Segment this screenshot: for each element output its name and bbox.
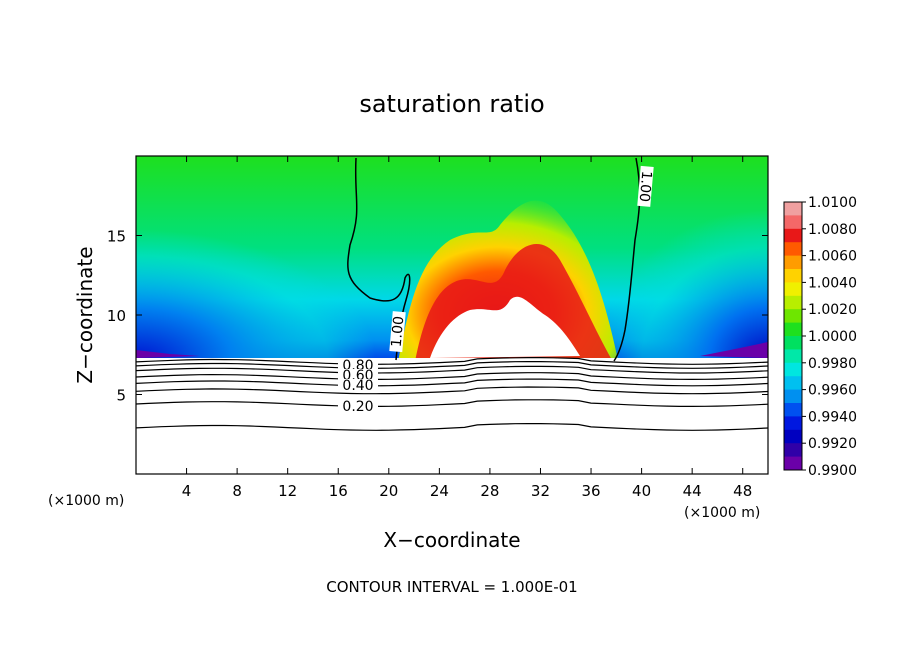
y-tick-label: 10	[107, 307, 126, 325]
colorbar-label: 0.9940	[808, 409, 857, 425]
colorbar-swatch	[784, 202, 802, 216]
contour-line	[136, 361, 768, 369]
x-tick-label: 40	[632, 482, 651, 500]
contour-line	[136, 378, 768, 387]
contour-label: 1.00	[636, 170, 655, 202]
contour-label-bg	[389, 311, 406, 353]
x-tick-label: 28	[480, 482, 499, 500]
x-axis-label: X−coordinate	[383, 528, 520, 552]
colorbar-label: 0.9920	[808, 436, 857, 452]
colorbar-swatch	[784, 242, 802, 257]
contour-label-group: 0.40	[338, 378, 378, 394]
colorbar-label: 1.0060	[808, 249, 857, 265]
contour-label-bg	[338, 400, 378, 413]
colorbar-swatch	[784, 416, 802, 431]
y-tick-label: 5	[116, 387, 126, 405]
contour-line	[136, 372, 768, 381]
colorbar-label: 0.9980	[808, 356, 857, 372]
cloud-region	[430, 296, 580, 358]
chart-title: saturation ratio	[359, 90, 544, 118]
colorbar-swatch	[784, 322, 802, 337]
x-unit-left: (×1000 m)	[48, 493, 124, 509]
colorbar-swatch	[784, 215, 802, 230]
contour-line	[136, 423, 768, 431]
x-tick-label: 4	[182, 482, 192, 500]
x-tick-label: 44	[683, 482, 702, 500]
contour-line	[136, 357, 768, 365]
colorbar-swatch	[784, 456, 802, 471]
colorbar-label: 1.0100	[808, 195, 857, 211]
colorbar-swatch	[784, 336, 802, 350]
x-tick-label: 32	[531, 482, 550, 500]
colorbar-swatch	[784, 376, 802, 391]
contour-line	[136, 399, 768, 407]
contour-line	[136, 365, 768, 374]
colorbar-label: 1.0020	[808, 302, 857, 318]
surface-purple-fringe-right	[700, 342, 768, 358]
colorbar: 1.0100 1.0080 1.0060 1.0040 1.0020 1.0000 0.99…	[783, 195, 857, 479]
colorbar-swatch	[784, 295, 802, 310]
colorbar-label: 1.0000	[808, 329, 857, 345]
subsaturated-lower-layer	[136, 358, 768, 474]
x-tick-label: 16	[329, 482, 348, 500]
colorbar-swatch	[784, 429, 802, 444]
contour-label-bg	[338, 379, 378, 392]
y-tick-label: 15	[107, 228, 126, 246]
colorbar-swatch	[784, 443, 802, 458]
contour-label-bg	[637, 165, 654, 207]
x-tick-label: 24	[430, 482, 449, 500]
x-tick-label: 48	[733, 482, 752, 500]
contour-label-group: 0.20	[338, 399, 378, 415]
colorbar-swatch	[784, 255, 802, 270]
colorbar-label: 1.0040	[808, 275, 857, 291]
contour-label-bg	[338, 369, 378, 382]
colorbar-swatch	[784, 349, 802, 364]
plot-area	[136, 156, 768, 474]
colorbar-swatch	[784, 403, 802, 417]
contour-label-group: 1.00	[389, 311, 408, 353]
contour-labels: 1.001.000.800.600.400.20	[338, 165, 655, 415]
x-unit-right: (×1000 m)	[684, 505, 760, 521]
x-tick-label: 8	[232, 482, 242, 500]
x-axis-ticks: 4 8 12 16 20 24 28 32 36 40 44 48	[182, 156, 752, 500]
colorbar-swatch	[784, 362, 802, 377]
contour-line	[136, 386, 768, 395]
x-tick-label: 12	[278, 482, 297, 500]
colorbar-label: 1.0080	[808, 222, 857, 238]
contour-1-00-left	[347, 157, 411, 361]
left-dry-region	[136, 230, 376, 361]
y-axis-ticks: 5 10 15	[107, 228, 768, 405]
lower-contours	[136, 357, 768, 431]
contour-interval-note: CONTOUR INTERVAL = 1.000E-01	[326, 578, 577, 596]
x-tick-label: 20	[379, 482, 398, 500]
colorbar-label: 0.9960	[808, 383, 857, 399]
colorbar-swatch	[784, 309, 802, 324]
colorbar-swatch	[784, 282, 802, 297]
right-dry-region	[600, 210, 768, 361]
y-axis-label: Z−coordinate	[73, 246, 97, 383]
contour-label: 1.00	[389, 315, 408, 347]
colorbar-swatch	[784, 389, 802, 404]
colorbar-swatch	[784, 269, 802, 283]
colorbar-swatch	[784, 228, 802, 243]
colorbar-label: 0.9900	[808, 463, 857, 479]
contour-label-group: 1.00	[636, 165, 655, 207]
contour-label: 0.40	[342, 378, 373, 394]
contour-label: 0.20	[342, 399, 373, 415]
surface-purple-fringe	[136, 350, 200, 358]
x-tick-label: 36	[581, 482, 600, 500]
contour-label-bg	[338, 359, 378, 372]
